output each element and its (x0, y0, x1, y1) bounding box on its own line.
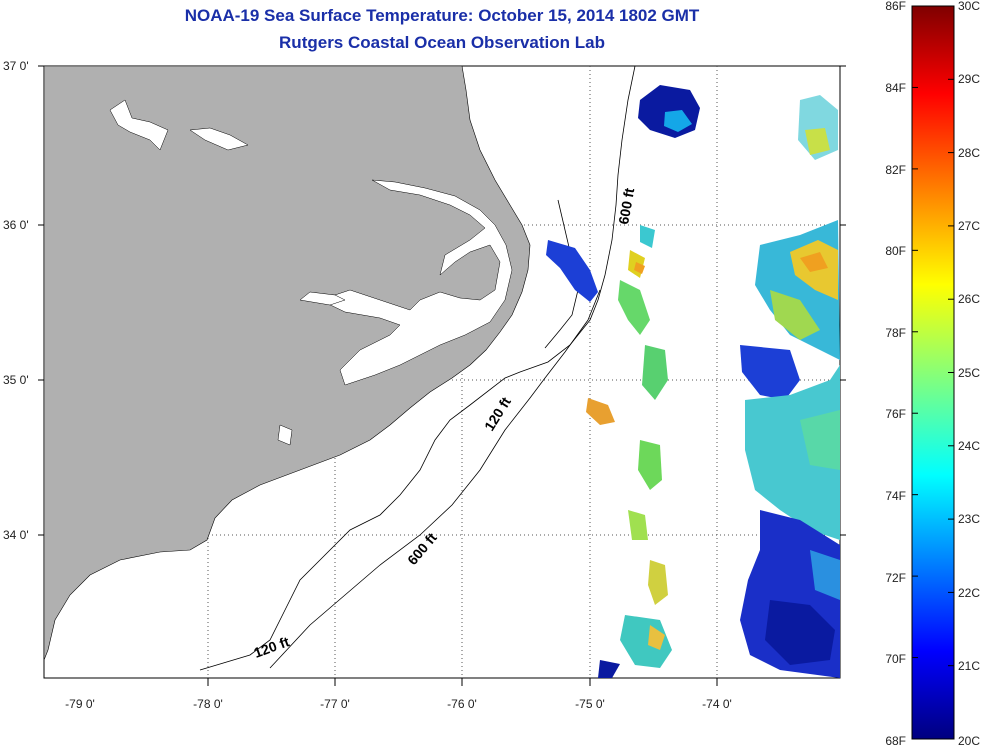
colorbar-c-label: 30C (958, 0, 980, 13)
colorbar-f-label: 72F (885, 571, 906, 585)
colorbar-c-label: 20C (958, 734, 980, 748)
colorbar-f-label: 84F (885, 81, 906, 95)
lat-label-37: 37 0' (3, 59, 29, 73)
colorbar-f-label: 68F (885, 734, 906, 748)
inland-water (109, 99, 513, 446)
colorbar-f-label: 78F (885, 326, 906, 340)
colorbar-f-label: 70F (885, 652, 906, 666)
colorbar-c-label: 28C (958, 146, 980, 160)
colorbar (911, 5, 955, 740)
colorbar-f-label: 76F (885, 407, 906, 421)
contour-label-600-north: 600 ft (615, 186, 637, 225)
lon-label-79: -79 0' (65, 697, 95, 711)
lon-label-78: -78 0' (193, 697, 223, 711)
colorbar-c-label: 29C (958, 72, 980, 86)
land-mass (44, 66, 531, 661)
colorbar-c-label: 26C (958, 292, 980, 306)
colorbar-f-label: 80F (885, 244, 906, 258)
sst-data (546, 85, 840, 678)
colorbar-f-label: 82F (885, 163, 906, 177)
colorbar-c-label: 23C (958, 512, 980, 526)
colorbar-c-label: 21C (958, 659, 980, 673)
colorbar-c-label: 24C (958, 439, 980, 453)
axis-ticks (38, 65, 846, 686)
lat-label-35: 35 0' (3, 373, 29, 387)
colorbar-f-label: 74F (885, 489, 906, 503)
lon-label-76: -76 0' (447, 697, 477, 711)
lon-label-74: -74 0' (702, 697, 732, 711)
colorbar-c-label: 22C (958, 586, 980, 600)
colorbar-ticks (912, 5, 954, 740)
lat-label-34: 34 0' (3, 528, 29, 542)
colorbar-c-label: 27C (958, 219, 980, 233)
lon-label-77: -77 0' (320, 697, 350, 711)
colorbar-f-label: 86F (885, 0, 906, 13)
map-subtitle: Rutgers Coastal Ocean Observation Lab (279, 33, 605, 52)
lat-label-36: 36 0' (3, 218, 29, 232)
colorbar-c-label: 25C (958, 366, 980, 380)
lon-label-75: -75 0' (575, 697, 605, 711)
map-title: NOAA-19 Sea Surface Temperature: October… (184, 6, 700, 25)
